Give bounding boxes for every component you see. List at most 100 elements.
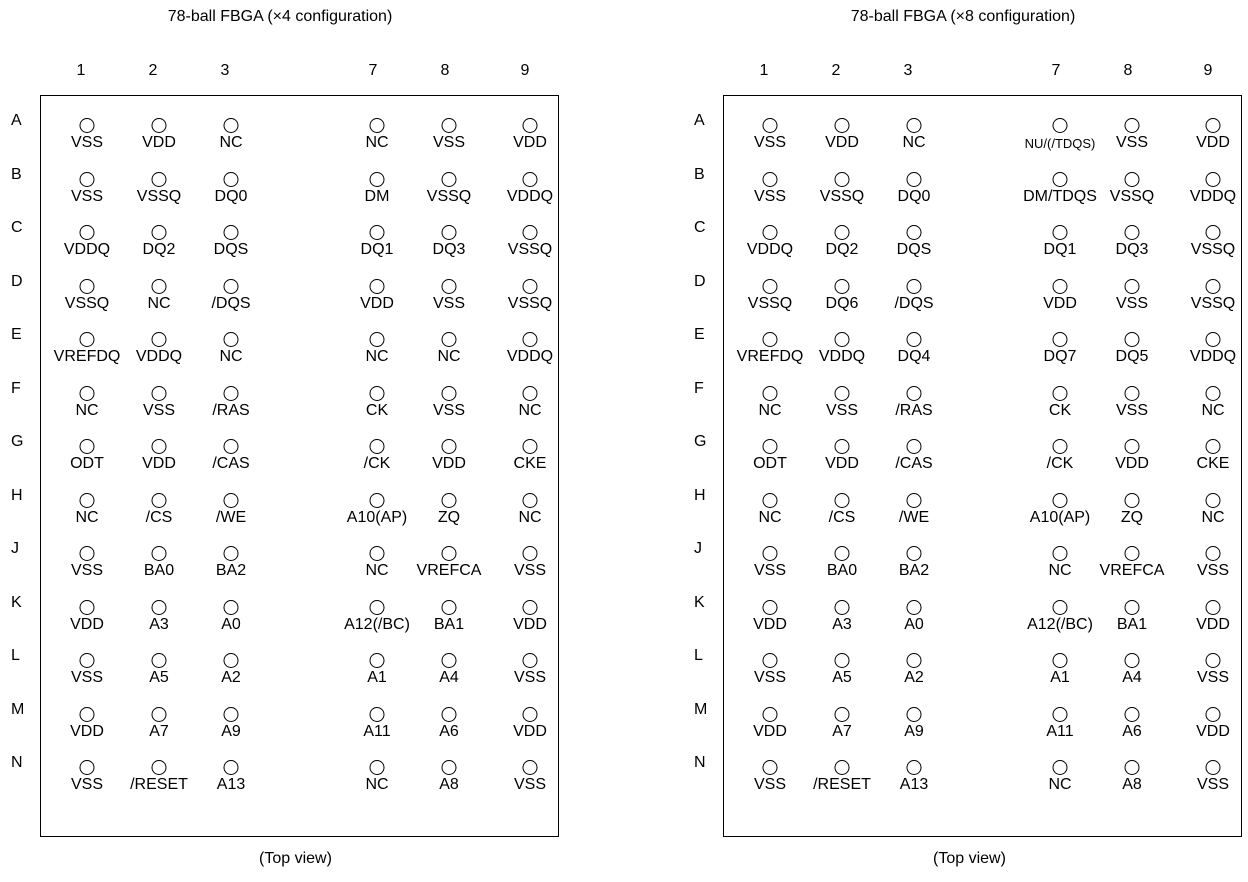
ball-pad [79, 706, 95, 722]
ball-pad [441, 599, 457, 615]
ball-label: A12(/BC) [1027, 615, 1093, 633]
ball-pad [223, 760, 239, 775]
ball-label: CK [1048, 401, 1072, 419]
ball-label: DQ1 [1043, 241, 1077, 258]
ball-label: VSS [513, 669, 547, 686]
ball-label: VSS [513, 776, 547, 793]
ball-label: A13 [899, 776, 929, 793]
row-letter: F [11, 379, 21, 397]
ball-label: BA0 [143, 562, 175, 579]
ball-label: A3 [832, 615, 852, 633]
ball-label: NU/(/TDQS) [1024, 136, 1096, 151]
ball-label: BA1 [433, 615, 465, 633]
ball-label: A7 [832, 722, 852, 740]
ball-pad [1052, 760, 1068, 775]
ball-label: CKE [1196, 455, 1230, 472]
ball-pad [441, 385, 457, 401]
ball-pad [223, 599, 239, 615]
ball-pad [151, 439, 167, 454]
ball-label: VSS [1196, 669, 1230, 686]
ball-pad [441, 171, 457, 187]
ball-pad [79, 278, 95, 294]
ball-pad [1205, 225, 1221, 240]
ball-pad [1124, 653, 1140, 668]
ball-pad [834, 118, 850, 133]
ball-label: VSS [70, 562, 104, 579]
ball-pad [834, 225, 850, 240]
ball-pad [1205, 278, 1221, 294]
ball-label: VDD [432, 455, 466, 472]
ball-pad [1205, 760, 1221, 775]
ball-pad [369, 439, 385, 454]
ball-label: DQ3 [432, 241, 466, 258]
ball-label: VSS [432, 134, 466, 151]
ball-label: VSSQ [136, 187, 182, 205]
ball-pad [79, 385, 95, 401]
ball-pad [369, 332, 385, 347]
ball-pad [1052, 492, 1068, 508]
column-number: 9 [1203, 62, 1213, 79]
ball-pad [441, 653, 457, 668]
row-letter: K [11, 593, 22, 611]
ball-label: /RAS [212, 401, 250, 419]
ball-pad [522, 492, 538, 508]
ball-pad [79, 118, 95, 133]
ball-pad [1124, 439, 1140, 454]
ball-pad [762, 332, 778, 347]
ball-pad [369, 171, 385, 187]
ball-label: VDD [513, 722, 547, 740]
ball-pad [441, 118, 457, 133]
ball-pad [522, 385, 538, 401]
ball-label: A7 [149, 722, 169, 740]
ball-pad [1052, 439, 1068, 454]
row-letter: A [694, 112, 705, 129]
row-letter: K [694, 593, 705, 611]
ball-pad [762, 439, 778, 454]
ball-pad [223, 332, 239, 347]
ball-pad [223, 278, 239, 294]
ball-label: NC [758, 508, 782, 526]
ball-label: BA2 [898, 562, 930, 579]
ball-label: /RAS [895, 401, 933, 419]
ball-label: /CS [145, 508, 173, 526]
ball-label: DQS [896, 241, 932, 258]
ball-label: VDDQ [1189, 187, 1237, 205]
ball-label: NC [518, 508, 542, 526]
ball-label: VREFCA [416, 562, 482, 579]
ball-label: VDDQ [746, 241, 794, 258]
ball-label: VSSQ [507, 241, 553, 258]
ball-label: CK [365, 401, 389, 419]
ball-pad [1124, 278, 1140, 294]
ball-pad [834, 332, 850, 347]
ball-label: VSS [753, 134, 787, 151]
ball-label: VDD [753, 615, 787, 633]
ball-label: DQ2 [142, 241, 176, 258]
package-outline [723, 95, 1242, 837]
ball-label: VDDQ [63, 241, 111, 258]
ball-label: NC [1201, 508, 1225, 526]
ball-pad [151, 225, 167, 240]
column-number: 3 [903, 62, 913, 79]
ball-label: NC [365, 562, 389, 579]
ball-label: NC [1201, 401, 1225, 419]
ball-label: /RESET [130, 776, 188, 793]
ball-pad [1052, 278, 1068, 294]
ball-label: /RESET [813, 776, 871, 793]
row-letter: F [694, 379, 704, 397]
package-outline [40, 95, 559, 837]
ball-pad [1052, 118, 1068, 133]
ball-label: /WE [215, 508, 247, 526]
ball-pad [906, 278, 922, 294]
ball-pad [1205, 332, 1221, 347]
row-letter: N [11, 754, 23, 771]
ball-pad [1052, 706, 1068, 722]
ball-label: A12(/BC) [344, 615, 410, 633]
ball-label: DQ7 [1043, 348, 1077, 365]
ball-pad [1205, 439, 1221, 454]
ball-label: NC [902, 134, 926, 151]
ball-pad [1205, 118, 1221, 133]
ball-label: VSS [70, 776, 104, 793]
ball-label: DQ0 [214, 187, 248, 205]
ball-pad [522, 546, 538, 561]
ball-pad [522, 599, 538, 615]
